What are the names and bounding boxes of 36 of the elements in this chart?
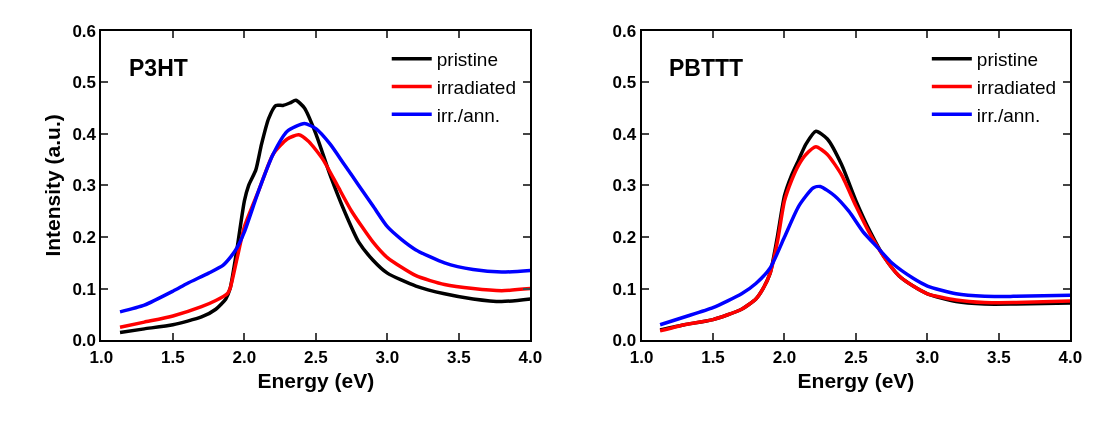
y-tick-label: 0.1: [612, 279, 637, 299]
x-tick-label: 3.0: [915, 347, 940, 367]
y-tick-label: 0.4: [612, 124, 637, 144]
y-tick-label: 0.4: [72, 124, 97, 144]
y-tick-label: 0.1: [72, 279, 97, 299]
legend-label: pristine: [436, 49, 498, 71]
x-tick-label: 1.5: [701, 347, 725, 367]
x-tick-label: 2.0: [772, 347, 797, 367]
annotation: PBTTT: [669, 55, 744, 81]
x-axis-title: Energy (eV): [797, 369, 915, 393]
x-tick-label: 3.5: [447, 347, 471, 367]
x-tick-label: 3.0: [375, 347, 400, 367]
y-tick-label: 0.3: [72, 176, 97, 196]
x-axis-title: Energy (eV): [257, 369, 375, 393]
legend-label: irr./ann.: [436, 104, 501, 126]
line-series: [658, 184, 1071, 327]
y-axis-title: Intensity (a.u.): [41, 114, 65, 257]
legend-label: irradiated: [976, 76, 1057, 98]
y-tick-label: 0.5: [72, 73, 97, 93]
x-tick-label: 4.0: [518, 347, 543, 367]
y-tick-label: 0.2: [72, 227, 97, 247]
x-tick-label: 1.5: [161, 347, 185, 367]
x-tick-label: 2.5: [844, 347, 868, 367]
legend-label: irr./ann.: [976, 104, 1041, 126]
legend-label: pristine: [976, 49, 1039, 71]
y-tick-label: 0.6: [612, 21, 637, 41]
x-tick-label: 2.0: [232, 347, 257, 367]
y-tick-label: 0.5: [612, 73, 637, 93]
y-tick-label: 0.2: [612, 227, 637, 247]
annotation: P3HT: [129, 55, 188, 81]
y-tick-label: 0.6: [72, 21, 97, 41]
x-tick-label: 3.5: [987, 347, 1011, 367]
x-tick-label: 2.5: [304, 347, 328, 367]
legend-label: irradiated: [436, 76, 516, 98]
y-tick-label: 0.3: [612, 176, 637, 196]
x-tick-label: 4.0: [1058, 347, 1083, 367]
